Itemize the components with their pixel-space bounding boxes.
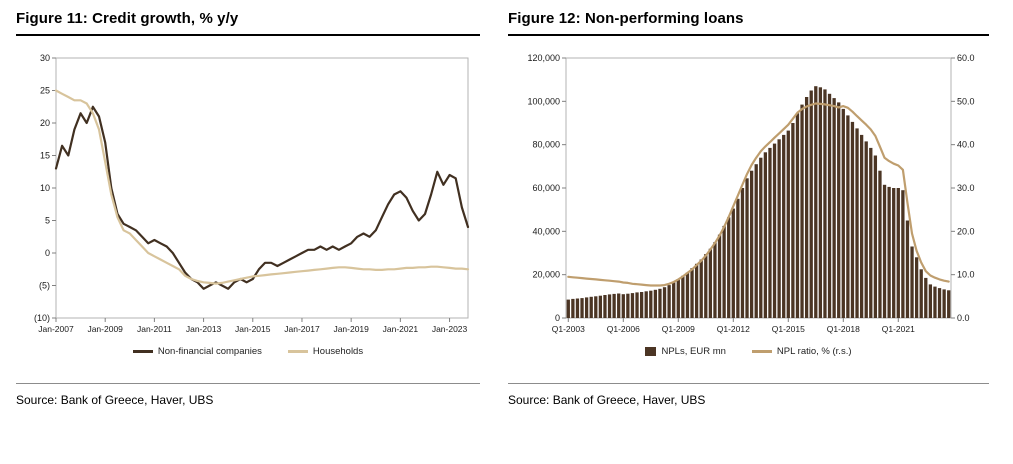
legend-item-non-financial: Non-financial companies (132, 346, 262, 357)
source-divider (508, 383, 989, 384)
figure-11-source-block: Source: Bank of Greece, Haver, UBS (16, 383, 480, 407)
svg-text:0: 0 (555, 313, 560, 323)
svg-text:20: 20 (40, 118, 50, 128)
figure-12-title: Figure 12: Non-performing loans (508, 10, 989, 36)
figure-12-source: Source: Bank of Greece, Haver, UBS (508, 393, 706, 407)
figure-11-panel: Figure 11: Credit growth, % y/y (10) (5) 0… (16, 10, 480, 454)
npl-bar-line-chart: 0 20,000 40,000 60,000 80,000 100,000 120,000 0… (527, 53, 975, 334)
svg-text:20.0: 20.0 (957, 226, 975, 236)
svg-text:Jan-2019: Jan-2019 (333, 324, 369, 334)
credit-growth-line-chart: (10) (5) 0 5 10 15 20 25 30 Jan-2007 Jan-2009 Jan-2… (34, 53, 470, 334)
legend-swatch-non-financial (132, 350, 153, 353)
svg-text:0.0: 0.0 (957, 313, 970, 323)
svg-text:Jan-2009: Jan-2009 (87, 324, 123, 334)
legend-label-npls: NPLs, EUR mn (661, 346, 726, 357)
figure-11-source: Source: Bank of Greece, Haver, UBS (16, 393, 214, 407)
svg-text:60,000: 60,000 (532, 183, 560, 193)
svg-text:5: 5 (45, 216, 50, 226)
svg-text:20,000: 20,000 (532, 270, 560, 280)
figure-12-source-block: Source: Bank of Greece, Haver, UBS (508, 383, 989, 407)
legend-item-npls: NPLs, EUR mn (645, 346, 726, 357)
legend-label-npl-ratio: NPL ratio, % (r.s.) (776, 346, 852, 357)
legend-item-npl-ratio: NPL ratio, % (r.s.) (751, 346, 852, 357)
svg-text:Q1-2021: Q1-2021 (882, 324, 915, 334)
svg-text:Jan-2013: Jan-2013 (186, 324, 222, 334)
svg-text:(5): (5) (39, 281, 50, 291)
legend-swatch-npls (645, 347, 657, 356)
legend-swatch-npl-ratio (751, 350, 772, 353)
svg-text:60.0: 60.0 (957, 53, 975, 63)
svg-text:10: 10 (40, 183, 50, 193)
svg-text:Q1-2009: Q1-2009 (662, 324, 695, 334)
svg-text:30: 30 (40, 53, 50, 63)
svg-text:Q1-2006: Q1-2006 (607, 324, 640, 334)
source-divider (16, 383, 480, 384)
figure-11-title: Figure 11: Credit growth, % y/y (16, 10, 480, 36)
svg-text:Q1-2012: Q1-2012 (717, 324, 750, 334)
svg-text:25: 25 (40, 86, 50, 96)
figure-12-legend: NPLs, EUR mn NPL ratio, % (r.s.) (508, 346, 989, 357)
svg-text:Jan-2007: Jan-2007 (38, 324, 74, 334)
svg-text:Jan-2011: Jan-2011 (137, 324, 172, 334)
svg-text:15: 15 (40, 151, 50, 161)
figure-12-panel: Figure 12: Non-performing loans 0 20,000 4… (508, 10, 989, 454)
legend-label-non-financial: Non-financial companies (157, 346, 262, 357)
svg-text:30.0: 30.0 (957, 183, 975, 193)
svg-text:0: 0 (45, 248, 50, 258)
svg-text:10.0: 10.0 (957, 270, 975, 280)
svg-text:Jan-2023: Jan-2023 (432, 324, 468, 334)
svg-text:100,000: 100,000 (527, 96, 560, 106)
svg-text:40.0: 40.0 (957, 140, 975, 150)
svg-text:Q1-2018: Q1-2018 (827, 324, 860, 334)
svg-text:Jan-2015: Jan-2015 (235, 324, 271, 334)
legend-swatch-households (287, 350, 308, 353)
svg-text:(10): (10) (34, 313, 50, 323)
svg-text:Jan-2017: Jan-2017 (284, 324, 320, 334)
svg-text:50.0: 50.0 (957, 96, 975, 106)
figure-11-legend: Non-financial companies Households (16, 346, 480, 357)
legend-item-households: Households (287, 346, 364, 357)
svg-text:120,000: 120,000 (527, 53, 560, 63)
legend-label-households: Households (312, 346, 364, 357)
svg-text:Q1-2015: Q1-2015 (772, 324, 805, 334)
svg-text:80,000: 80,000 (532, 140, 560, 150)
svg-text:40,000: 40,000 (532, 226, 560, 236)
svg-text:Jan-2021: Jan-2021 (383, 324, 419, 334)
svg-text:Q1-2003: Q1-2003 (552, 324, 585, 334)
